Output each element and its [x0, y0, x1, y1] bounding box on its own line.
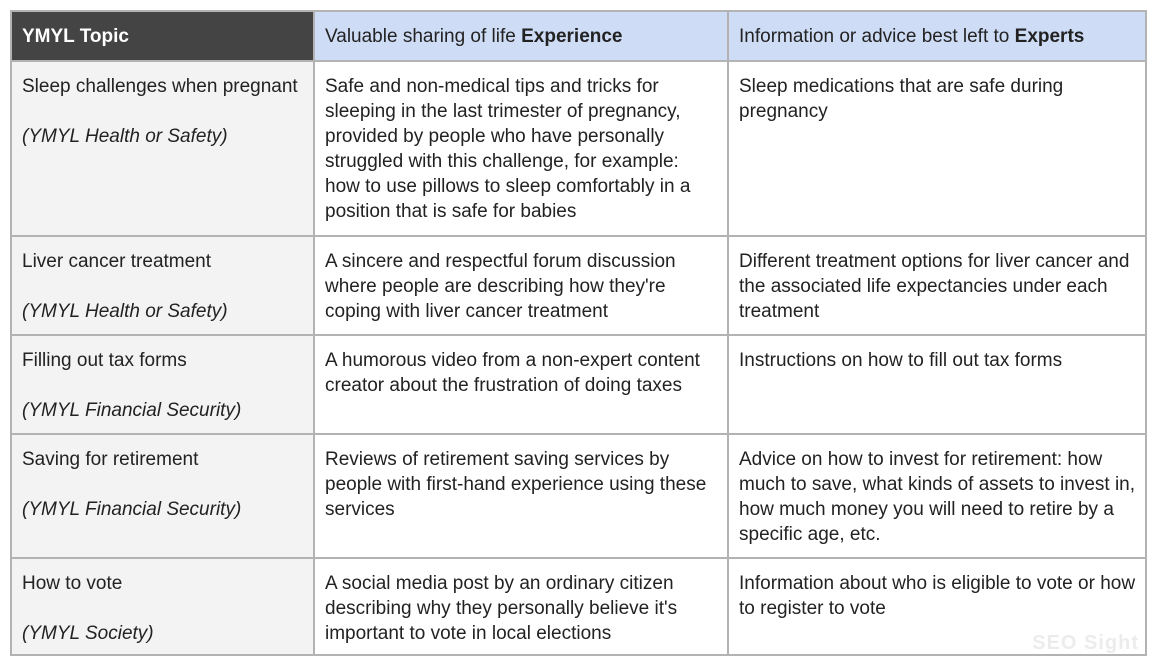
topic-category: (YMYL Health or Safety)	[22, 126, 228, 147]
table-row: Saving for retirement (YMYL Financial Se…	[10, 433, 1147, 559]
topic-cell: How to vote (YMYL Society)	[10, 557, 315, 656]
table-row: How to vote (YMYL Society) A social medi…	[10, 557, 1147, 656]
topic-cell: Filling out tax forms (YMYL Financial Se…	[10, 334, 315, 435]
experts-cell: Different treatment options for liver ca…	[727, 235, 1147, 336]
header-experience-bold: Experience	[521, 26, 623, 47]
topic-name: Saving for retirement	[22, 449, 199, 470]
experts-cell: Sleep medications that are safe during p…	[727, 60, 1147, 237]
table-row: Liver cancer treatment (YMYL Health or S…	[10, 235, 1147, 336]
experience-cell: Safe and non-medical tips and tricks for…	[313, 60, 729, 237]
header-experience-prefix: Valuable sharing of life	[325, 26, 522, 47]
topic-category: (YMYL Health or Safety)	[22, 301, 228, 322]
header-experience: Valuable sharing of life Experience	[313, 10, 729, 62]
topic-name: How to vote	[22, 573, 123, 594]
header-experts-bold: Experts	[1014, 26, 1085, 47]
table-row: Filling out tax forms (YMYL Financial Se…	[10, 334, 1147, 435]
table-row: Sleep challenges when pregnant (YMYL Hea…	[10, 60, 1147, 237]
experience-cell: Reviews of retirement saving services by…	[313, 433, 729, 559]
experience-cell: A social media post by an ordinary citiz…	[313, 557, 729, 656]
topic-cell: Liver cancer treatment (YMYL Health or S…	[10, 235, 315, 336]
topic-name: Sleep challenges when pregnant	[22, 76, 298, 97]
topic-category: (YMYL Financial Security)	[22, 400, 242, 421]
topic-category: (YMYL Financial Security)	[22, 499, 242, 520]
experts-cell: Information about who is eligible to vot…	[727, 557, 1147, 656]
topic-cell: Saving for retirement (YMYL Financial Se…	[10, 433, 315, 559]
experts-cell: Instructions on how to fill out tax form…	[727, 334, 1147, 435]
header-experts-prefix: Information or advice best left to	[739, 26, 1015, 47]
header-topic: YMYL Topic	[10, 10, 315, 62]
experts-cell: Advice on how to invest for retirement: …	[727, 433, 1147, 559]
topic-cell: Sleep challenges when pregnant (YMYL Hea…	[10, 60, 315, 237]
header-experts: Information or advice best left to Exper…	[727, 10, 1147, 62]
topic-name: Filling out tax forms	[22, 350, 187, 371]
experience-cell: A humorous video from a non-expert conte…	[313, 334, 729, 435]
experience-cell: A sincere and respectful forum discussio…	[313, 235, 729, 336]
watermark: SEO Sight	[1032, 632, 1139, 654]
topic-name: Liver cancer treatment	[22, 251, 212, 272]
ymyl-examples-table: YMYL Topic Valuable sharing of life Expe…	[10, 10, 1147, 656]
table-header-row: YMYL Topic Valuable sharing of life Expe…	[10, 10, 1147, 62]
topic-category: (YMYL Society)	[22, 623, 154, 644]
